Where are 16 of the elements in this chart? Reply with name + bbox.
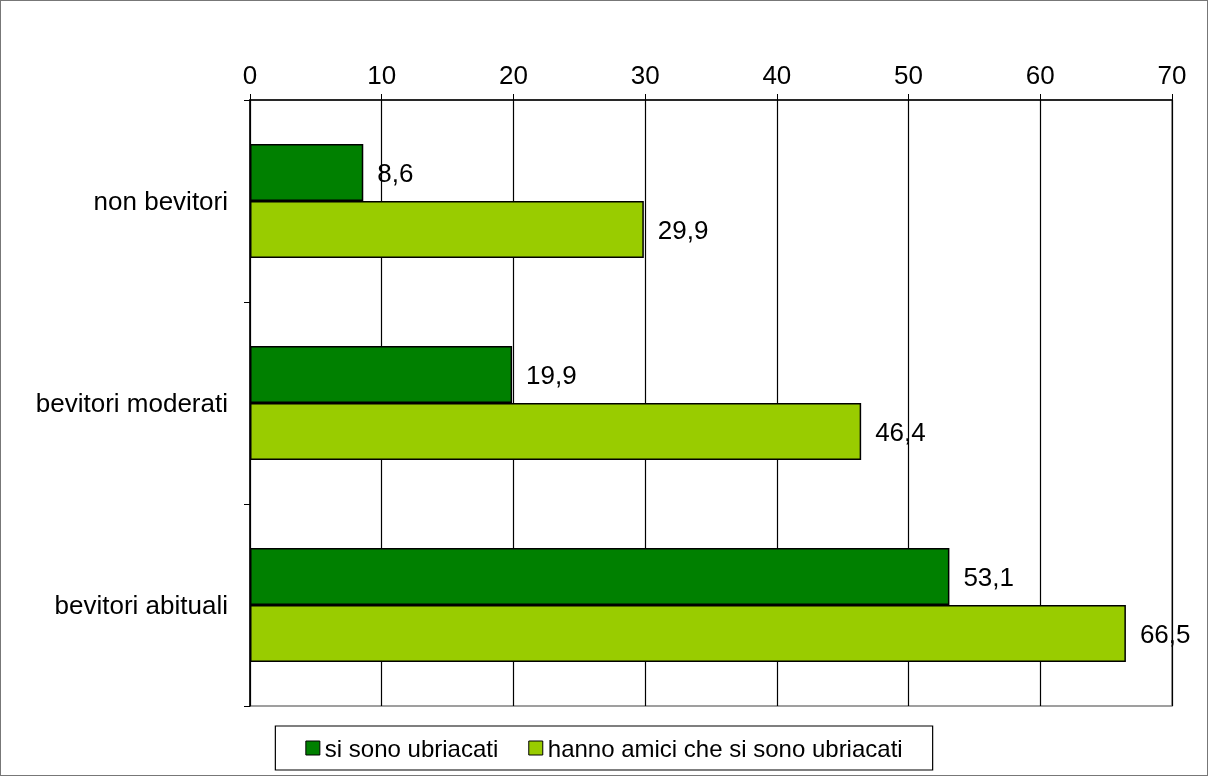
x-tick-label: 60 — [1025, 60, 1055, 90]
x-tick-label: 10 — [367, 60, 397, 90]
legend-label: hanno amici che si sono ubriacati — [547, 734, 903, 762]
data-label: 29,9 — [657, 214, 709, 245]
x-tick-label: 20 — [498, 60, 528, 90]
x-tick-label: 0 — [242, 60, 258, 90]
x-tick-label: 70 — [1157, 60, 1187, 90]
y-tick-label: bevitori moderati — [35, 388, 228, 418]
x-tick-label: 50 — [894, 60, 924, 90]
legend-label: si sono ubriacati — [324, 734, 499, 762]
data-label: 53,1 — [963, 561, 1015, 592]
y-tick-label: bevitori abituali — [54, 590, 228, 620]
x-tick-label: 40 — [762, 60, 792, 90]
y-tick-label: non bevitori — [93, 186, 228, 216]
x-tick-label: 30 — [630, 60, 660, 90]
data-label: 19,9 — [526, 359, 577, 390]
